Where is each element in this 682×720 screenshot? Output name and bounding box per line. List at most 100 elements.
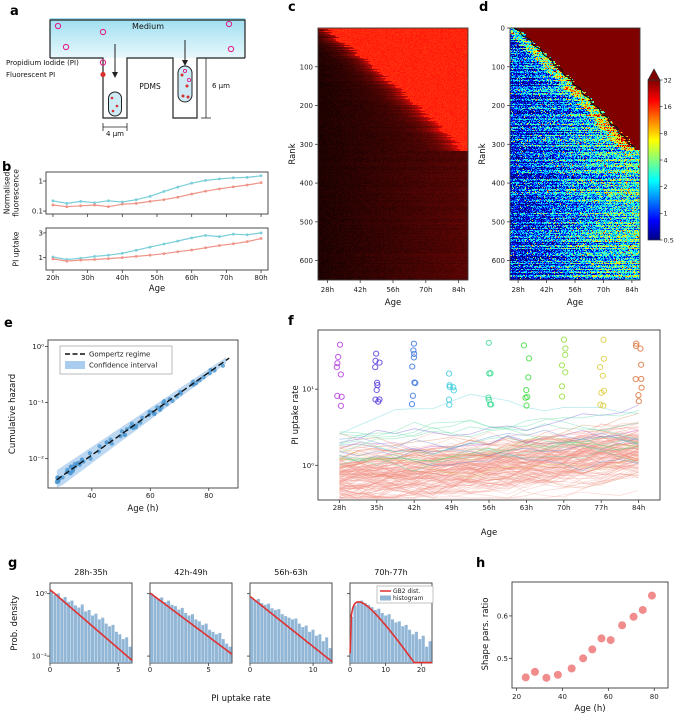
legend-box — [59, 345, 173, 375]
cell-marker — [637, 345, 644, 352]
trajectory-line — [339, 457, 639, 484]
tick-label: 56h — [568, 286, 581, 294]
trajectory-line — [339, 463, 639, 485]
data-line — [52, 175, 262, 205]
g-title-1: 42h-49h — [174, 568, 208, 577]
trajectory-line — [339, 441, 639, 488]
trajectory-line — [339, 465, 639, 484]
histogram-bar — [91, 615, 95, 663]
histogram-bar — [321, 641, 325, 663]
tick-label: 10⁰ — [35, 590, 47, 598]
hazard-point — [152, 412, 157, 417]
cell-marker — [600, 402, 607, 409]
colorbar-tick-label: 0.5 — [664, 236, 674, 244]
highlight-trajectory — [339, 441, 639, 463]
cell-marker — [487, 370, 494, 377]
histogram-bar — [391, 619, 395, 663]
cell-marker — [410, 354, 418, 361]
plot-frame — [47, 339, 239, 489]
shape-ratio-point — [647, 591, 656, 600]
histogram-bar — [370, 607, 374, 663]
trajectory-line — [339, 429, 639, 461]
cell-marker — [485, 339, 492, 346]
cell-marker — [450, 387, 457, 394]
histogram-bar — [121, 639, 125, 663]
trajectory-line — [339, 433, 639, 474]
cell-marker — [600, 336, 607, 343]
trajectory-line — [339, 476, 639, 499]
gb2-curve — [49, 589, 133, 661]
trajectory-line — [339, 445, 639, 477]
trajectory-line — [339, 464, 639, 484]
e-ylabel: Cumulative hazard — [8, 373, 18, 455]
trajectory-line — [339, 452, 639, 471]
hazard-point — [207, 371, 212, 376]
panel-label-a: a — [10, 4, 19, 19]
hazard-point — [164, 402, 169, 407]
cell-marker — [337, 402, 345, 409]
tick-label: 50h — [150, 274, 163, 282]
histogram-bar — [380, 613, 384, 663]
trajectory-line — [339, 430, 639, 467]
panel-label-g: g — [8, 556, 18, 571]
trajectory-line — [339, 461, 639, 481]
cell-marker — [338, 393, 345, 400]
trajectory-line — [339, 446, 639, 490]
trajectory-line — [339, 484, 639, 499]
f-xlabel: Age — [480, 528, 498, 538]
h-xlabel: Age (h) — [574, 704, 606, 714]
propidium-iodide-dot — [54, 22, 62, 30]
trajectory-line — [339, 454, 639, 496]
trajectory-line — [339, 447, 639, 477]
trajectory-line — [339, 448, 639, 486]
trajectory-line — [339, 474, 639, 497]
trajectory-line — [339, 448, 639, 479]
tick-label: 500 — [492, 218, 505, 226]
histogram-bar — [253, 600, 257, 663]
propidium-iodide-dot — [225, 20, 233, 28]
trajectory-line — [339, 455, 639, 479]
well-width-dimension: 4 µm — [106, 130, 124, 138]
medium-label: Medium — [132, 22, 164, 31]
trajectory-line — [339, 423, 639, 465]
data-line — [52, 182, 262, 208]
hazard-point — [88, 456, 93, 461]
trajectory-line — [339, 432, 639, 482]
histogram-bar — [318, 634, 322, 663]
histogram-bar — [277, 609, 281, 663]
histogram-bar — [218, 632, 222, 663]
c-ylabel: Rank — [288, 143, 298, 165]
histogram-bar — [308, 631, 312, 663]
trajectory-line — [339, 441, 639, 483]
hazard-point — [104, 440, 109, 445]
highlight-trajectory — [339, 470, 639, 489]
tick-label: 77h — [595, 504, 608, 512]
plot-frame — [509, 27, 641, 281]
cell-marker — [445, 370, 453, 377]
h-ylabel: Shape pars. ratio — [481, 597, 491, 671]
colorbar-tick-label: 32 — [664, 76, 672, 84]
tick-label: 10 — [381, 666, 390, 674]
cell-marker — [558, 383, 566, 390]
trajectory-line — [339, 444, 639, 482]
cell-marker — [412, 379, 419, 387]
legend-patch-sample — [380, 595, 391, 601]
histogram-bar — [418, 639, 422, 663]
histogram-bar — [94, 613, 98, 663]
trajectory-line — [339, 432, 639, 496]
tick-label: 40 — [87, 492, 96, 500]
legend-fluorescent-marker — [100, 71, 106, 78]
trajectory-line — [339, 454, 639, 476]
cell-marker — [523, 402, 530, 409]
shape-ratio-point — [629, 612, 638, 621]
histogram-bar — [356, 601, 360, 663]
gb2-curve — [149, 592, 233, 655]
hazard-point — [220, 363, 225, 368]
tick-label: 0 — [501, 25, 505, 33]
histogram-bar — [73, 605, 77, 663]
trajectory-line — [339, 429, 639, 495]
shape-ratio-point — [588, 645, 597, 654]
trajectory-line — [339, 450, 639, 499]
histogram-bar — [287, 617, 291, 663]
cell-marker — [409, 392, 416, 399]
